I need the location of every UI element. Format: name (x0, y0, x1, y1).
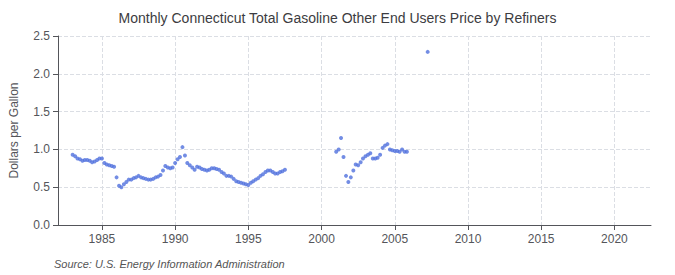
svg-text:Source: U.S. Energy Informatio: Source: U.S. Energy Information Administ… (54, 258, 285, 270)
svg-text:2015: 2015 (528, 232, 555, 246)
svg-text:0.5: 0.5 (33, 180, 50, 194)
svg-text:2000: 2000 (308, 232, 335, 246)
svg-text:2.0: 2.0 (33, 67, 50, 81)
svg-text:1.5: 1.5 (33, 105, 50, 119)
svg-text:2.5: 2.5 (33, 29, 50, 43)
svg-text:Dollars per Gallon: Dollars per Gallon (7, 82, 21, 178)
svg-text:2010: 2010 (455, 232, 482, 246)
svg-text:2005: 2005 (381, 232, 408, 246)
svg-text:1985: 1985 (89, 232, 116, 246)
svg-text:1.0: 1.0 (33, 142, 50, 156)
svg-text:2020: 2020 (601, 232, 628, 246)
svg-text:1990: 1990 (162, 232, 189, 246)
svg-text:1995: 1995 (235, 232, 262, 246)
svg-text:Monthly Connecticut Total Gaso: Monthly Connecticut Total Gasoline Other… (119, 10, 557, 26)
svg-text:0.0: 0.0 (33, 218, 50, 232)
